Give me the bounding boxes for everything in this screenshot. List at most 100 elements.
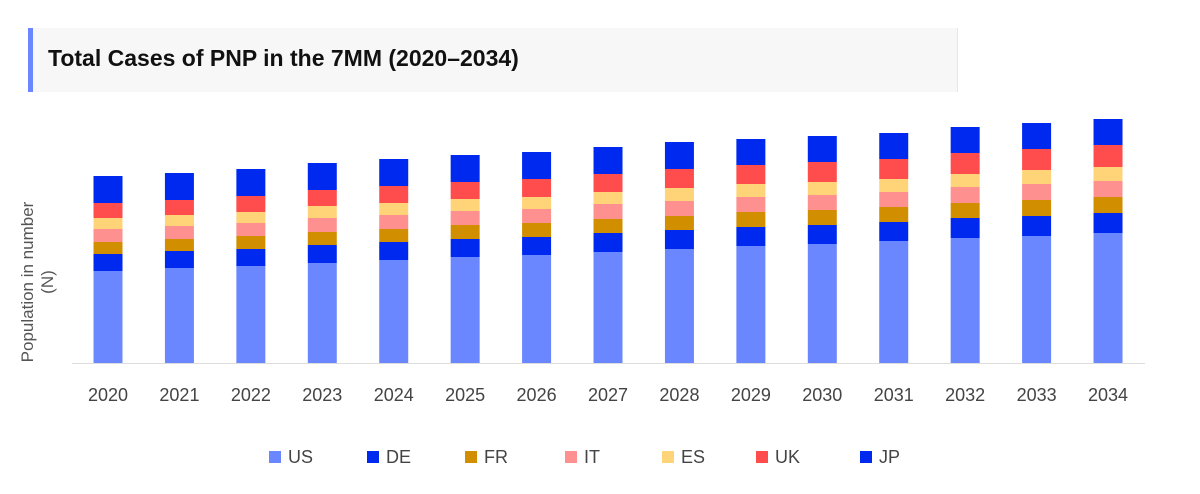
bar-es-2021	[164, 215, 194, 226]
x-tick-label: 2028	[659, 385, 699, 405]
bar-fr-2032	[950, 203, 980, 218]
bar-jp-2022	[236, 169, 266, 196]
bar-it-2034	[1093, 181, 1123, 197]
bar-es-2020	[93, 218, 123, 229]
x-tick-label: 2026	[517, 385, 557, 405]
x-tick-label: 2034	[1088, 385, 1128, 405]
bar-uk-2032	[950, 153, 980, 174]
bar-fr-2024	[379, 229, 409, 242]
bar-it-2031	[879, 192, 909, 207]
bar-jp-2033	[1022, 123, 1052, 149]
legend-label-de: DE	[386, 447, 411, 467]
legend-swatch-it	[565, 451, 577, 463]
bar-es-2031	[879, 179, 909, 192]
bar-de-2029	[736, 227, 766, 246]
x-tick-label: 2020	[88, 385, 128, 405]
bar-uk-2034	[1093, 145, 1123, 167]
bar-es-2030	[807, 182, 837, 195]
chart-title: Total Cases of PNP in the 7MM (2020–2034…	[48, 45, 519, 71]
bar-jp-2031	[879, 133, 909, 159]
bar-jp-2023	[307, 163, 337, 190]
x-tick-label: 2029	[731, 385, 771, 405]
bar-fr-2031	[879, 207, 909, 222]
bar-uk-2028	[664, 169, 694, 188]
bar-de-2021	[164, 251, 194, 268]
legend-label-fr: FR	[484, 447, 508, 467]
bar-fr-2021	[164, 239, 194, 251]
bar-fr-2020	[93, 242, 123, 254]
bar-us-2020	[93, 271, 123, 363]
bar-it-2029	[736, 197, 766, 212]
bar-it-2021	[164, 226, 194, 239]
bar-de-2030	[807, 225, 837, 244]
x-tick-label: 2025	[445, 385, 485, 405]
bar-es-2022	[236, 212, 266, 223]
bar-us-2021	[164, 268, 194, 363]
bar-uk-2020	[93, 203, 123, 218]
bar-es-2029	[736, 184, 766, 197]
bar-jp-2025	[450, 155, 480, 182]
bar-it-2024	[379, 215, 409, 229]
legend-swatch-fr	[465, 451, 477, 463]
bar-fr-2033	[1022, 200, 1052, 216]
bar-it-2028	[664, 201, 694, 216]
bar-us-2028	[664, 249, 694, 363]
bar-fr-2028	[664, 216, 694, 230]
bar-uk-2031	[879, 159, 909, 179]
bar-it-2026	[522, 209, 552, 223]
bar-us-2033	[1022, 236, 1052, 363]
bar-jp-2030	[807, 136, 837, 162]
bar-uk-2023	[307, 190, 337, 206]
bar-it-2025	[450, 211, 480, 225]
bar-jp-2020	[93, 176, 123, 203]
x-tick-label: 2031	[874, 385, 914, 405]
bar-de-2026	[522, 237, 552, 255]
bar-uk-2030	[807, 162, 837, 182]
x-tick-label: 2027	[588, 385, 628, 405]
bar-de-2023	[307, 245, 337, 263]
bar-de-2033	[1022, 216, 1052, 236]
bar-uk-2026	[522, 179, 552, 197]
bar-es-2023	[307, 206, 337, 218]
bar-de-2025	[450, 239, 480, 257]
bar-fr-2023	[307, 232, 337, 245]
bar-es-2033	[1022, 170, 1052, 184]
legend-label-it: IT	[584, 447, 600, 467]
bar-de-2027	[593, 233, 623, 252]
x-tick-label: 2033	[1017, 385, 1057, 405]
chart-title-box: Total Cases of PNP in the 7MM (2020–2034…	[28, 28, 958, 92]
bar-uk-2033	[1022, 149, 1052, 170]
bar-jp-2034	[1093, 119, 1123, 145]
bar-it-2027	[593, 204, 623, 219]
bar-us-2029	[736, 246, 766, 363]
bar-fr-2027	[593, 219, 623, 233]
x-tick-label: 2024	[374, 385, 414, 405]
bar-uk-2022	[236, 196, 266, 212]
bar-fr-2022	[236, 236, 266, 249]
bar-es-2032	[950, 174, 980, 187]
legend-label-es: ES	[681, 447, 705, 467]
x-tick-label: 2030	[802, 385, 842, 405]
bar-us-2026	[522, 255, 552, 363]
bar-it-2020	[93, 229, 123, 242]
legend-swatch-de	[367, 451, 379, 463]
bar-es-2025	[450, 199, 480, 211]
bar-de-2022	[236, 249, 266, 266]
x-tick-label: 2022	[231, 385, 271, 405]
x-tick-label: 2032	[945, 385, 985, 405]
bar-us-2034	[1093, 233, 1123, 363]
bar-us-2024	[379, 260, 409, 363]
bar-jp-2021	[164, 173, 194, 200]
bar-us-2025	[450, 257, 480, 363]
legend-label-uk: UK	[775, 447, 800, 467]
legend-label-jp: JP	[879, 447, 900, 467]
bar-fr-2029	[736, 212, 766, 227]
bar-it-2022	[236, 223, 266, 236]
bar-us-2027	[593, 252, 623, 363]
bar-it-2030	[807, 195, 837, 210]
legend-swatch-uk	[756, 451, 768, 463]
bar-jp-2027	[593, 147, 623, 174]
bar-it-2023	[307, 218, 337, 232]
bar-us-2031	[879, 241, 909, 363]
